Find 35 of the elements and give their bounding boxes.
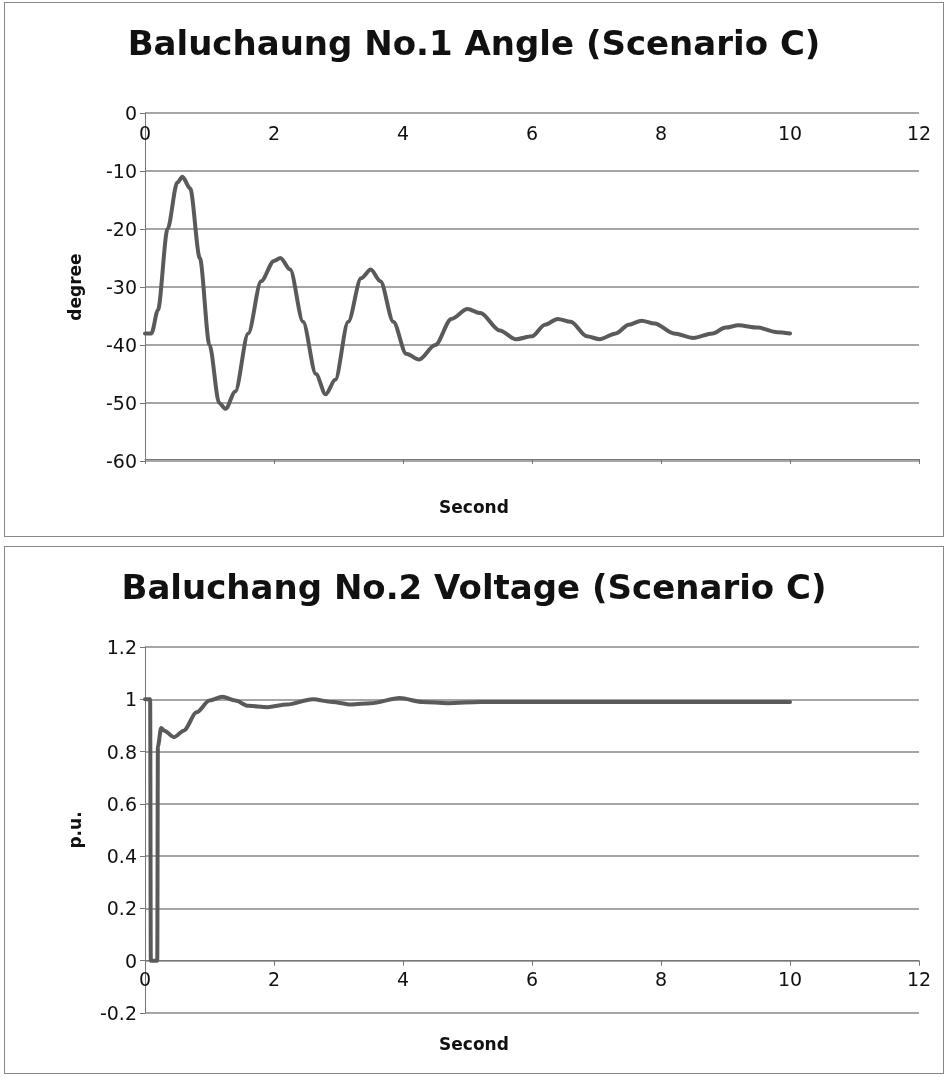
x-tick-label: 2 bbox=[267, 121, 281, 144]
x-tick-label: 6 bbox=[525, 121, 539, 144]
y-tick-label: 1.2 bbox=[106, 636, 137, 658]
line-series bbox=[143, 174, 792, 411]
x-tick-label: 8 bbox=[654, 967, 668, 990]
chart-title: Baluchaung No.1 Angle (Scenario C) bbox=[127, 23, 821, 63]
y-tick-label: 0.2 bbox=[106, 897, 137, 920]
y-tick-label: -0.2 bbox=[99, 1002, 137, 1024]
y-tick-label: 1 bbox=[124, 688, 137, 711]
x-tick-label: 12 bbox=[906, 121, 932, 144]
y-tick-label: -30 bbox=[105, 276, 137, 298]
x-tick-label: 8 bbox=[654, 121, 668, 144]
y-axis-title: degree bbox=[64, 253, 85, 321]
x-tick-label: 12 bbox=[906, 967, 932, 990]
x-tick-label: 4 bbox=[396, 121, 410, 144]
y-tick-label: -60 bbox=[105, 450, 137, 472]
x-axis-title: Second bbox=[439, 496, 509, 517]
x-tick-label: 6 bbox=[525, 967, 539, 990]
y-axis-title: p.u. bbox=[64, 811, 85, 849]
y-tick-label: 0 bbox=[124, 102, 137, 124]
y-tick-label: -20 bbox=[105, 218, 137, 240]
x-axis-title: Second bbox=[439, 1033, 509, 1054]
y-tick-label: -40 bbox=[105, 334, 137, 356]
y-tick-label: 0.8 bbox=[106, 740, 137, 763]
x-tick-label: 10 bbox=[777, 121, 803, 144]
y-tick-label: -50 bbox=[105, 392, 137, 414]
y-tick-label: 0.4 bbox=[106, 845, 137, 868]
x-tick-label: 4 bbox=[396, 967, 410, 990]
line-series bbox=[143, 694, 792, 963]
x-tick-label: 2 bbox=[267, 967, 281, 990]
chart-title: Baluchang No.2 Voltage (Scenario C) bbox=[121, 567, 827, 607]
y-tick-label: 0.6 bbox=[106, 792, 137, 815]
x-tick-label: 10 bbox=[777, 967, 803, 990]
y-tick-label: 0 bbox=[124, 949, 137, 972]
y-tick-label: -10 bbox=[105, 160, 137, 182]
